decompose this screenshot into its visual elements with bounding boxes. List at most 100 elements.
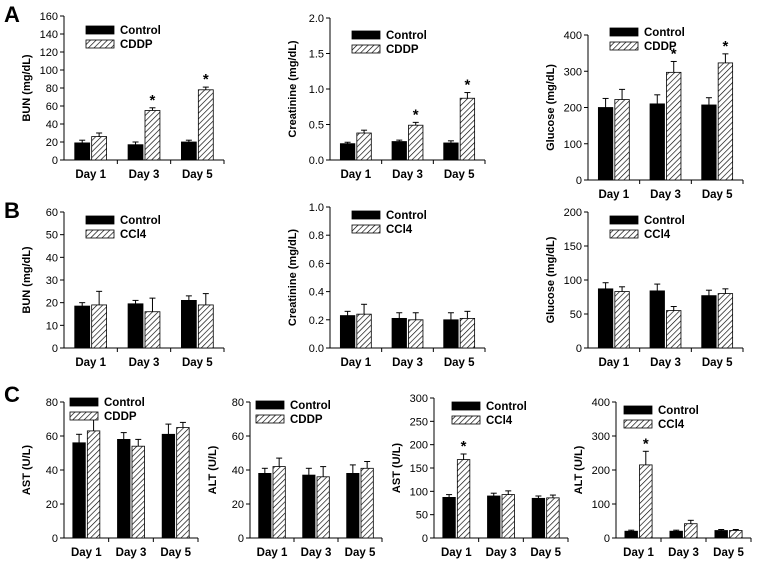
bar-treated: [666, 71, 682, 181]
bar-treated: [356, 132, 372, 161]
significance-star: *: [150, 92, 156, 109]
y-tick-label: 0: [576, 175, 582, 187]
y-tick-label: 200: [410, 440, 428, 452]
legend-swatch-control: [623, 405, 653, 415]
y-tick-label: 100: [564, 139, 582, 151]
bar-treated: [144, 311, 161, 349]
bar-control: [443, 142, 459, 161]
y-tick-label: 20: [46, 499, 58, 511]
legend-swatch-control: [609, 27, 639, 37]
bar-control: [597, 288, 614, 349]
y-tick-label: 100: [40, 65, 58, 77]
bar-control: [74, 305, 91, 349]
y-axis-title: ALT (U/L): [573, 445, 585, 494]
bar-treated: [614, 291, 630, 349]
bar-control: [346, 472, 360, 539]
y-tick-label: 1.0: [309, 202, 324, 214]
y-tick-label: 20: [232, 499, 244, 511]
bar-control: [180, 141, 197, 161]
panel-letter-a: A: [4, 2, 20, 27]
legend-label: CCl4: [644, 229, 671, 241]
legend-swatch-treated: [451, 415, 481, 425]
bar-treated: [176, 427, 190, 539]
significance-star: *: [722, 38, 728, 55]
y-tick-label: 200: [564, 207, 582, 219]
legend-swatch-treated: [69, 411, 99, 421]
y-tick-label: 80: [232, 397, 244, 409]
y-axis-title: AST (U/L): [21, 445, 33, 495]
bar-control: [258, 472, 272, 539]
bar-treated: [546, 497, 560, 539]
x-tick-label: Day 5: [444, 357, 475, 369]
legend-swatch-control: [85, 25, 115, 35]
bar-treated: [639, 464, 653, 539]
bar-treated: [91, 136, 107, 161]
bar-treated: [144, 110, 161, 161]
bar-control: [442, 496, 456, 539]
y-tick-label: 400: [564, 30, 582, 42]
bar-control: [443, 319, 459, 349]
y-tick-label: 50: [46, 230, 58, 242]
significance-star: *: [413, 106, 419, 123]
y-tick-label: 0.8: [309, 230, 324, 242]
legend-swatch-treated: [85, 229, 115, 239]
bar-control: [701, 104, 717, 181]
x-tick-label: Day 5: [702, 189, 733, 201]
x-tick-label: Day 1: [257, 547, 288, 559]
y-tick-label: 30: [46, 275, 58, 287]
y-tick-label: 80: [46, 83, 58, 95]
bar-treated: [408, 319, 424, 349]
y-tick-label: 0.4: [309, 287, 324, 299]
y-axis-title: Creatinine (mg/dL): [287, 40, 299, 138]
x-tick-label: Day 3: [301, 547, 332, 559]
y-tick-label: 10: [46, 320, 58, 332]
legend-label: CCl4: [386, 224, 413, 236]
chart-9: 0 50 100 150 200 250 300 AST (U/L) Day 1 * Day 3 Da…: [391, 393, 569, 559]
legend-swatch-treated: [255, 414, 285, 424]
chart-4: 0 10 20 30 40 50 60 BUN (mg/dL) Day 1 Day 3 Day 5 C…: [21, 207, 225, 369]
y-tick-label: 150: [410, 463, 428, 475]
legend-swatch-control: [451, 401, 481, 411]
bar-treated: [360, 467, 374, 539]
bar-control: [624, 530, 638, 539]
y-tick-label: 20: [46, 137, 58, 149]
legend-swatch-treated: [623, 419, 653, 429]
y-tick-label: 160: [40, 11, 58, 23]
chart-7: 0 20 40 60 80 AST (U/L) Day 1 Day 3 Day 5 Control…: [21, 397, 199, 559]
legend-label: Control: [104, 397, 145, 409]
bar-treated: [729, 530, 743, 539]
bar-control: [339, 143, 356, 161]
y-tick-label: 0: [52, 343, 58, 355]
bar-treated: [197, 304, 214, 349]
y-tick-label: 1.5: [309, 49, 324, 61]
x-tick-label: Day 1: [598, 357, 629, 369]
bar-treated: [356, 313, 372, 349]
y-tick-label: 1.0: [309, 84, 324, 96]
y-tick-label: 60: [46, 101, 58, 113]
y-tick-label: 50: [570, 309, 582, 321]
bar-treated: [408, 124, 424, 161]
x-tick-label: Day 5: [702, 357, 733, 369]
x-tick-label: Day 5: [182, 357, 213, 369]
legend-swatch-control: [351, 30, 381, 40]
legend-label: Control: [486, 401, 527, 413]
y-tick-label: 60: [232, 431, 244, 443]
legend-swatch-treated: [609, 41, 639, 51]
bar-control: [487, 495, 501, 539]
y-tick-label: 40: [46, 252, 58, 264]
x-tick-label: Day 3: [650, 357, 681, 369]
x-tick-label: Day 5: [530, 547, 561, 559]
y-axis-title: Glucose (mg/dL): [545, 64, 557, 151]
y-tick-label: 0: [604, 533, 610, 545]
bar-treated: [501, 494, 515, 539]
bar-treated: [316, 476, 330, 539]
bar-control: [391, 317, 407, 349]
legend-label: Control: [386, 30, 427, 42]
legend-label: Control: [658, 405, 699, 417]
x-tick-label: Day 3: [650, 189, 681, 201]
y-tick-label: 300: [410, 393, 428, 405]
y-tick-label: 200: [564, 103, 582, 115]
chart-5: 0.0 0.2 0.4 0.6 0.8 1.0 Creatinine (mg/dL) Day …: [287, 202, 486, 369]
y-tick-label: 40: [46, 465, 58, 477]
